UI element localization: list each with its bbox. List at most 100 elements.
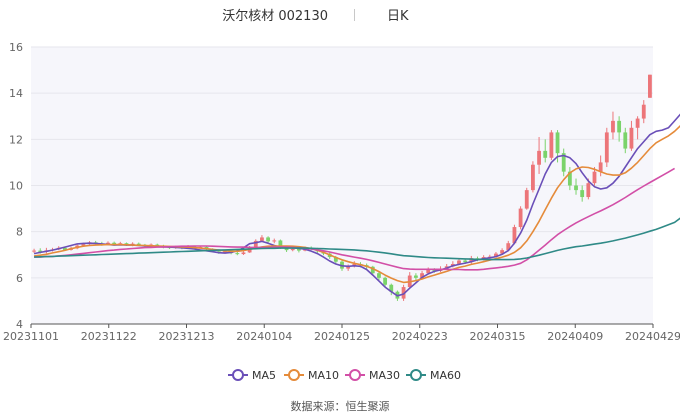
candle [383, 276, 388, 288]
candle [512, 224, 517, 245]
candle-body [420, 273, 424, 278]
candle-body [426, 269, 431, 274]
candle [235, 251, 240, 256]
chart-header: 沃尔核材 002130 日K [0, 5, 680, 25]
candle [598, 155, 603, 177]
x-tick-label: 20240429 [625, 330, 680, 343]
candle-body [62, 247, 67, 250]
legend-label: MA30 [369, 368, 401, 382]
x-tick-label: 20240104 [236, 330, 292, 343]
series-line-ma10 [34, 125, 680, 284]
candle-body [432, 269, 437, 271]
candle-body [537, 150, 541, 165]
y-tick-label: 8 [16, 226, 23, 239]
series-line-ma60 [34, 217, 680, 261]
legend-swatch [406, 369, 426, 381]
chart-subtitle: 日K [387, 9, 409, 24]
candle [635, 116, 640, 140]
candle-body [216, 251, 221, 253]
candle [611, 111, 615, 140]
candle [370, 265, 375, 276]
candle-body [278, 240, 283, 248]
candle [518, 206, 523, 230]
legend-item-ma10[interactable]: MA10 [284, 366, 339, 384]
chart-title: 沃尔核材 002130 [222, 9, 328, 24]
candle-body [531, 164, 535, 191]
y-tick-label: 4 [16, 318, 23, 331]
legend-item-ma5[interactable]: MA5 [228, 366, 276, 384]
candle-body [598, 162, 603, 172]
legend-swatch [228, 369, 248, 381]
candle [549, 130, 554, 161]
candle-body [469, 258, 474, 263]
candle-body [290, 248, 295, 251]
candle [617, 116, 622, 142]
candle [377, 272, 381, 281]
candle-body [272, 240, 277, 242]
candle-body [296, 248, 301, 251]
candle [266, 236, 271, 243]
candle-body [604, 132, 609, 163]
x-tick-label: 20240125 [314, 330, 370, 343]
candle [537, 137, 541, 174]
candle-body [648, 74, 652, 98]
y-tick-label: 10 [9, 180, 23, 193]
candle [561, 148, 566, 177]
candle [543, 139, 548, 163]
candle [567, 167, 572, 191]
legend-label: MA60 [430, 368, 462, 382]
candle [574, 178, 578, 195]
candle-body [241, 252, 246, 255]
legend-item-ma30[interactable]: MA30 [345, 366, 400, 384]
candle-body [549, 132, 554, 158]
candle-body [524, 190, 529, 209]
candle [604, 127, 609, 168]
legend-item-ma60[interactable]: MA60 [406, 366, 461, 384]
candle-body [543, 150, 548, 158]
candle-body [463, 260, 468, 263]
candle [641, 100, 646, 124]
candle-body [518, 208, 523, 228]
grid-lines [31, 46, 653, 325]
candle-body [494, 253, 498, 257]
candle-body [635, 118, 640, 128]
candle [531, 161, 535, 193]
candle-body [555, 132, 560, 154]
candle [524, 187, 529, 210]
candle-body [346, 266, 351, 269]
candle-body [506, 243, 511, 251]
candle-body [574, 185, 578, 191]
candle [389, 283, 394, 296]
legend-label: MA10 [308, 368, 340, 382]
x-axis: 20231101 20231122 20231213 20240104 20240125… [3, 324, 680, 343]
candle-body [383, 277, 388, 285]
candle [586, 178, 591, 200]
x-tick-label: 20240223 [392, 330, 448, 343]
x-tick-label: 20231101 [3, 330, 59, 343]
candle [32, 248, 36, 253]
y-tick-label: 16 [9, 41, 23, 54]
candle-body [136, 243, 141, 245]
candle-body [561, 153, 566, 172]
candle-body [580, 190, 585, 198]
candle-body [401, 287, 406, 299]
candle-body [567, 171, 572, 186]
x-tick-label: 20231213 [159, 330, 215, 343]
candle-body [457, 260, 461, 264]
candle-body [81, 244, 86, 246]
candle-body [370, 266, 375, 274]
candle-body [617, 120, 622, 133]
candle-body [500, 250, 505, 254]
moving-average-lines [33, 113, 680, 297]
candle [580, 185, 585, 202]
legend-swatch [284, 369, 304, 381]
candle-body [106, 242, 110, 245]
x-tick-label: 20231122 [81, 330, 137, 343]
candle-body [38, 250, 43, 252]
candle-body [413, 275, 418, 278]
legend-swatch [345, 369, 365, 381]
candle [401, 284, 406, 301]
candle-body [155, 244, 160, 246]
candle-body [223, 251, 227, 253]
